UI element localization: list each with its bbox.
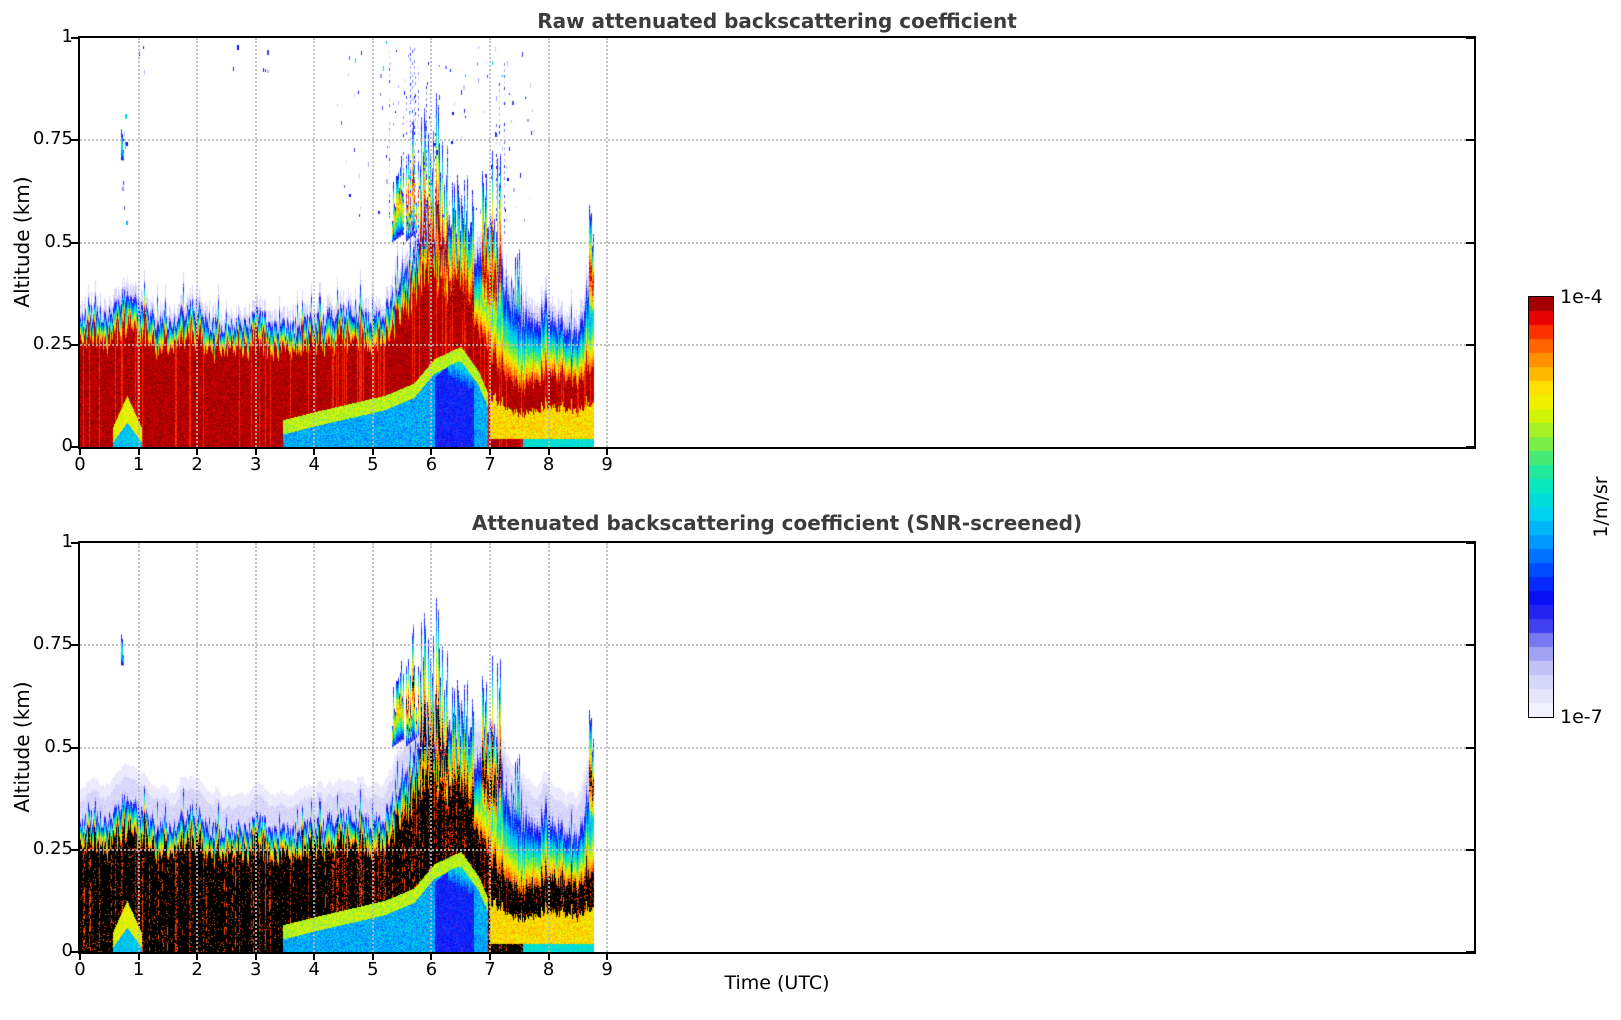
colorbar-min-label: 1e-7 [1560,706,1603,728]
x-tick-label-screened: 0 [74,959,86,980]
y-gridline-screened [80,848,1474,851]
y-gridline-screened [80,644,1474,647]
x-tick-screened [606,952,609,960]
x-tick-raw [79,447,81,455]
y-tick-left-raw [71,343,79,346]
x-axis-label: Time (UTC) [724,972,830,994]
x-tick-label-raw: 0 [74,454,86,475]
y-axis-label-screened: Altitude (km) [10,681,34,813]
x-tick-label-raw: 7 [484,454,496,475]
x-tick-raw [547,447,550,455]
x-tick-label-raw: 8 [542,454,555,475]
y-tick-left-raw [71,446,79,448]
y-tick-label-screened: 0.75 [32,633,73,655]
y-tick-right-screened [1466,848,1474,851]
y-tick-label-screened: 0.25 [32,837,73,859]
y-gridline-raw [80,241,1474,244]
x-tick-label-raw: 5 [367,454,379,475]
y-tick-right-raw [1466,446,1474,448]
y-tick-label-raw: 0.25 [32,332,73,354]
x-tick-raw [606,447,609,455]
y-tick-left-screened [71,542,79,544]
y-tick-left-screened [71,848,79,851]
y-tick-label-raw: 0.75 [32,128,73,150]
y-tick-right-raw [1466,37,1474,39]
x-tick-label-screened: 5 [367,959,379,980]
y-tick-left-screened [71,951,79,953]
x-tick-raw [313,447,316,455]
x-tick-screened [313,952,316,960]
y-tick-right-raw [1466,241,1474,244]
x-tick-label-raw: 2 [191,454,203,475]
y-tick-label-raw: 0.5 [44,230,73,252]
y-tick-right-screened [1466,746,1474,749]
x-tick-label-raw: 4 [308,454,320,475]
y-tick-label-screened: 0.5 [44,735,73,757]
x-tick-label-screened: 8 [542,959,555,980]
x-tick-raw [489,447,491,455]
y-tick-label-screened: 0 [61,940,73,961]
y-gridline-screened [80,746,1474,749]
y-tick-label-raw: 0 [61,435,73,456]
x-tick-screened [489,952,491,960]
x-tick-raw [371,447,374,455]
y-tick-left-raw [71,37,79,39]
x-tick-screened [547,952,550,960]
x-tick-label-screened: 9 [601,959,613,980]
x-tick-label-screened: 7 [484,959,496,980]
y-tick-right-screened [1466,542,1474,544]
x-tick-raw [430,447,433,455]
x-tick-label-screened: 1 [132,959,145,980]
x-tick-screened [79,952,81,960]
colorbar-canvas [1529,297,1553,717]
x-tick-label-screened: 4 [308,959,320,980]
y-tick-right-raw [1466,343,1474,346]
x-tick-label-screened: 3 [249,959,262,980]
colorbar-max-label: 1e-4 [1560,286,1603,308]
x-tick-label-raw: 1 [132,454,145,475]
x-tick-label-raw: 9 [601,454,613,475]
panel-raw-title: Raw attenuated backscattering coefficien… [537,9,1017,33]
y-tick-right-screened [1466,951,1474,953]
x-tick-screened [371,952,374,960]
y-tick-label-raw: 1 [61,26,73,47]
x-tick-screened [254,952,257,960]
x-tick-label-screened: 2 [191,959,203,980]
y-gridline-raw [80,343,1474,346]
y-tick-right-raw [1466,139,1474,142]
y-tick-left-screened [71,746,79,749]
x-tick-screened [430,952,433,960]
x-tick-label-raw: 3 [249,454,262,475]
y-axis-label-raw: Altitude (km) [10,176,34,308]
y-tick-left-screened [71,644,79,647]
x-tick-label-screened: 6 [425,959,438,980]
colorbar-unit-label: 1/m/sr [1590,476,1612,538]
panel-screened-title: Attenuated backscattering coefficient (S… [471,511,1083,535]
x-tick-raw [196,447,199,455]
y-tick-left-raw [71,241,79,244]
y-tick-right-screened [1466,644,1474,647]
x-tick-raw [254,447,257,455]
y-gridline-raw [80,139,1474,142]
x-tick-raw [137,447,140,455]
colorbar [1528,296,1554,718]
y-tick-label-screened: 1 [61,531,73,552]
y-tick-left-raw [71,139,79,142]
x-tick-screened [196,952,199,960]
x-tick-screened [137,952,140,960]
x-tick-label-raw: 6 [425,454,438,475]
